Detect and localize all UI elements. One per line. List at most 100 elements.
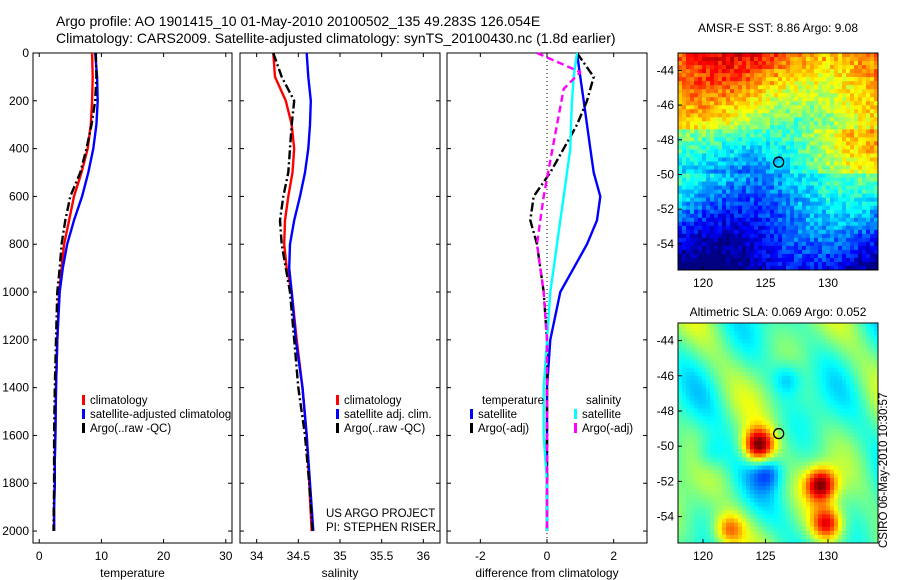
heatmap-cell	[774, 105, 779, 110]
heatmap-cell	[794, 375, 799, 381]
heatmap-cell	[786, 441, 791, 446]
x-tick-label: 34.5	[287, 549, 311, 563]
heatmap-cell	[802, 173, 807, 178]
heatmap-cell	[762, 253, 767, 259]
heatmap-cell	[722, 461, 727, 466]
heatmap-cell	[702, 261, 707, 267]
heatmap-cell	[866, 201, 871, 207]
heatmap-cell	[698, 97, 703, 102]
heatmap-cell	[694, 113, 699, 118]
heatmap-cell	[714, 245, 719, 251]
heatmap-cell	[854, 181, 859, 187]
heatmap-cell	[862, 388, 867, 393]
heatmap-cell	[738, 335, 743, 340]
heatmap-cell	[710, 461, 715, 466]
heatmap-cell	[754, 408, 759, 414]
heatmap-cell	[786, 73, 791, 78]
heatmap-cell	[818, 396, 823, 401]
heatmap-cell	[822, 351, 827, 356]
heatmap-cell	[742, 213, 747, 219]
heatmap-cell	[786, 335, 791, 340]
heatmap-cell	[738, 157, 743, 162]
heatmap-cell	[814, 97, 819, 102]
heatmap-cell	[682, 57, 687, 62]
legend-entry: satellite	[478, 409, 517, 421]
heatmap-cell	[874, 125, 879, 130]
heatmap-cell	[826, 375, 831, 381]
heatmap-cell	[690, 392, 695, 397]
heatmap-cell	[778, 117, 783, 122]
heatmap-cell	[798, 245, 803, 251]
heatmap-cell	[698, 173, 703, 178]
heatmap-cell	[826, 229, 831, 235]
heatmap-cell	[694, 465, 699, 471]
x-tick-label: 125	[755, 276, 775, 290]
heatmap-cell	[866, 420, 871, 426]
heatmap-cell	[822, 213, 827, 219]
heatmap-cell	[702, 441, 707, 446]
heatmap-cell	[710, 367, 715, 373]
heatmap-cell	[742, 81, 747, 86]
heatmap-cell	[846, 205, 851, 211]
heatmap-cell	[798, 237, 803, 243]
heatmap-cell	[862, 121, 867, 126]
heatmap-cell	[678, 217, 683, 223]
heatmap-cell	[690, 217, 695, 223]
heatmap-cell	[762, 77, 767, 82]
heatmap-cell	[710, 69, 715, 74]
heatmap-cell	[694, 363, 699, 369]
heatmap-cell	[754, 89, 759, 94]
heatmap-cell	[838, 225, 843, 231]
heatmap-cell	[802, 93, 807, 98]
heatmap-cell	[702, 437, 707, 442]
heatmap-cell	[746, 428, 751, 434]
heatmap-cell	[854, 209, 859, 215]
heatmap-cell	[838, 392, 843, 397]
heatmap-cell	[714, 412, 719, 418]
heatmap-cell	[734, 469, 739, 475]
heatmap-cell	[730, 185, 735, 191]
heatmap-cell	[742, 153, 747, 158]
heatmap-cell	[742, 237, 747, 243]
heatmap-cell	[842, 89, 847, 94]
heatmap-cell	[694, 193, 699, 199]
heatmap-cell	[682, 371, 687, 377]
heatmap-cell	[682, 145, 687, 150]
heatmap-cell	[790, 137, 795, 142]
heatmap-cell	[830, 253, 835, 259]
heatmap-cell	[762, 408, 767, 414]
heatmap-cell	[754, 65, 759, 70]
heatmap-cell	[778, 485, 783, 491]
heatmap-cell	[686, 473, 691, 479]
heatmap-cell	[846, 81, 851, 86]
heatmap-cell	[694, 97, 699, 102]
heatmap-cell	[702, 253, 707, 259]
heatmap-cell	[858, 149, 863, 154]
heatmap-cell	[818, 433, 823, 438]
heatmap-cell	[854, 133, 859, 138]
heatmap-cell	[706, 355, 711, 361]
heatmap-cell	[766, 109, 771, 114]
heatmap-cell	[810, 481, 815, 487]
heatmap-cell	[734, 165, 739, 170]
heatmap-cell	[846, 77, 851, 82]
heatmap-cell	[690, 57, 695, 62]
heatmap-cell	[734, 245, 739, 251]
heatmap-cell	[774, 189, 779, 195]
heatmap-cell	[762, 197, 767, 203]
heatmap-cell	[790, 201, 795, 207]
heatmap-cell	[742, 125, 747, 130]
heatmap-cell	[842, 69, 847, 74]
heatmap-cell	[866, 404, 871, 409]
heatmap-cell	[786, 165, 791, 170]
heatmap-cell	[786, 133, 791, 138]
heatmap-cell	[790, 193, 795, 199]
heatmap-cell	[766, 137, 771, 142]
heatmap-cell	[758, 339, 763, 344]
heatmap-cell	[818, 461, 823, 466]
heatmap-cell	[794, 371, 799, 377]
heatmap-cell	[842, 363, 847, 369]
heatmap-cell	[858, 485, 863, 491]
heatmap-cell	[774, 461, 779, 466]
heatmap-cell	[738, 181, 743, 187]
